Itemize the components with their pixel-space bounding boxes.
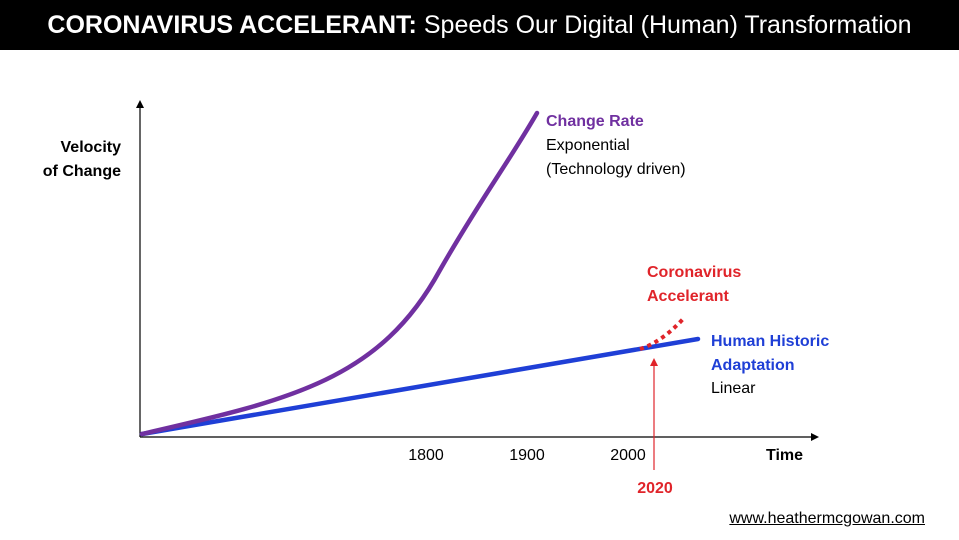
marker-2020-label: 2020 bbox=[637, 480, 673, 497]
y-axis-label-line1: Velocity bbox=[61, 139, 122, 156]
x-axis-label: Time bbox=[766, 447, 803, 464]
x-tick-2000: 2000 bbox=[610, 447, 646, 464]
change-rate-line2: (Technology driven) bbox=[546, 161, 686, 178]
change-rate-curve bbox=[139, 110, 540, 437]
human-title-line2: Adaptation bbox=[711, 357, 795, 374]
change-rate-line1: Exponential bbox=[546, 137, 630, 154]
title-bold: CORONAVIRUS ACCELERANT: bbox=[47, 10, 417, 39]
y-axis-label-line2: of Change bbox=[43, 163, 121, 180]
human-line3: Linear bbox=[711, 380, 756, 397]
coronavirus-accelerant-dotted bbox=[639, 316, 686, 351]
title-rest: Speeds Our Digital (Human) Transformatio… bbox=[423, 10, 912, 39]
x-tick-1800: 1800 bbox=[408, 447, 444, 464]
human-title-line1: Human Historic bbox=[711, 333, 829, 350]
title-banner: CORONAVIRUS ACCELERANT: Speeds Our Digit… bbox=[0, 0, 959, 50]
website-link[interactable]: www.heathermcgowan.com bbox=[729, 510, 925, 527]
coronavirus-title-line2: Accelerant bbox=[647, 288, 729, 305]
human-adaptation-line bbox=[139, 336, 701, 437]
coronavirus-title-line1: Coronavirus bbox=[647, 264, 741, 281]
x-tick-1900: 1900 bbox=[509, 447, 545, 464]
change-rate-title: Change Rate bbox=[546, 113, 644, 130]
